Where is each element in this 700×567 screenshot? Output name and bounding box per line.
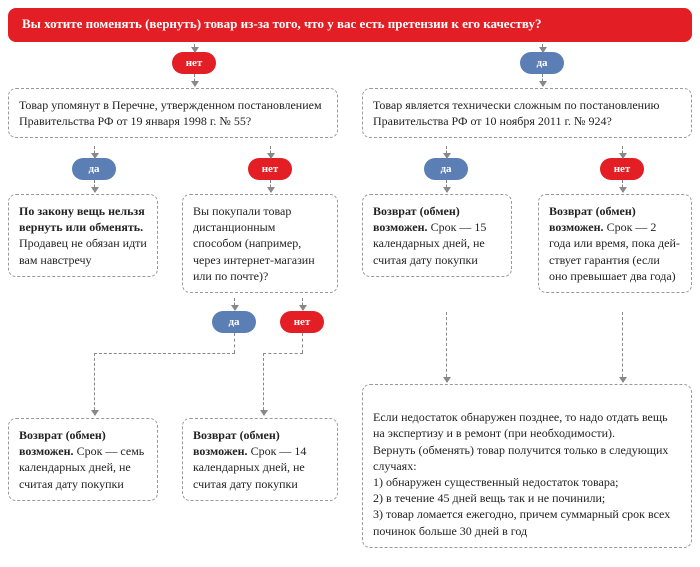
box-bottom-right: Если недостаток обнаружен позднее, то на… [362,384,692,548]
arrow [94,353,95,415]
pill-qright-net: нет [600,158,644,180]
box-left-net: Вы покупали товар дистанционным способом… [182,194,338,293]
arrow [94,180,95,192]
pill-root-da: да [520,52,564,74]
box-bottom-mid: Возврат (обмен) возможен. Срок — 14 кале… [182,418,338,501]
root-question-text: Вы хотите поменять (вернуть) товар из-за… [22,16,541,31]
arrow-segment [234,333,235,353]
arrow [270,146,271,158]
arrow [542,74,543,86]
q-left-text: Товар упомянут в Перечне, утвержденном п… [19,98,322,128]
flowchart-canvas: Вы хотите поменять (вернуть) товар из-за… [8,8,692,559]
root-question: Вы хотите поменять (вернуть) товар из-за… [8,8,692,42]
left-da-body: Продавец не обязан идти вам навстречу [19,236,147,266]
box-left-da: По закону вещь нельзя вернуть или обменя… [8,194,158,277]
arrow [622,180,623,192]
arrow-segment [263,353,303,354]
box-right-da: Возврат (обмен) возможен. Срок — 15 кале… [362,194,512,277]
pill-dist-net: нет [280,311,324,333]
box-q-left: Товар упомянут в Перечне, утвержденном п… [8,88,338,138]
left-da-title: По закону вещь нельзя вернуть или обменя… [19,204,145,234]
arrow [622,146,623,158]
arrow [234,298,235,310]
arrow [270,180,271,192]
arrow-segment [302,333,303,353]
left-net-text: Вы покупали товар дистанционным способом… [193,204,315,283]
pill-qleft-da: да [72,158,116,180]
arrow [542,44,543,52]
arrow [94,146,95,158]
arrow [622,312,623,382]
box-q-right: Товар является технически сложным по пос… [362,88,692,138]
pill-dist-da: да [212,311,256,333]
arrow-segment [94,353,235,354]
arrow [194,74,195,86]
pill-root-net: нет [172,52,216,74]
q-right-text: Товар является технически сложным по пос… [373,98,659,128]
box-bottom-left: Возврат (обмен) возможен. Срок — семь ка… [8,418,158,501]
arrow [194,44,195,52]
pill-qleft-net: нет [248,158,292,180]
arrow [446,312,447,382]
bottom-right-text: Если недостаток обнаружен позднее, то на… [373,410,670,537]
arrow [263,353,264,415]
box-right-net: Возврат (обмен) возможен. Срок — 2 года … [538,194,692,293]
arrow [302,298,303,310]
arrow [446,146,447,158]
pill-qright-da: да [424,158,468,180]
arrow [446,180,447,192]
